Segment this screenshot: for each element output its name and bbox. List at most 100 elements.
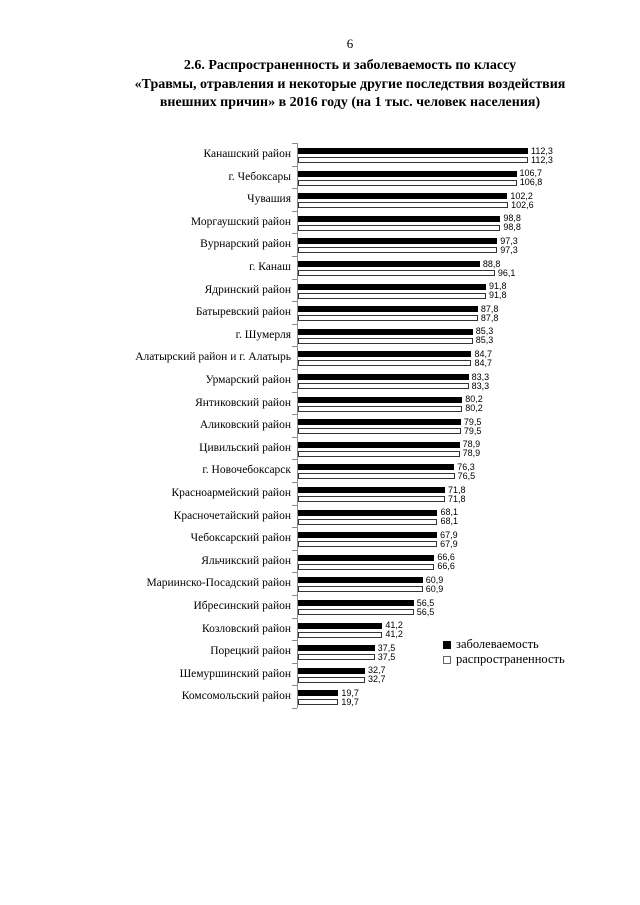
category-label: г. Шумерля — [235, 328, 291, 341]
bar-incidence — [298, 261, 480, 267]
bar-prevalence — [298, 292, 486, 299]
bar-prevalence — [298, 360, 472, 367]
bar-incidence — [298, 622, 383, 629]
legend-item: заболеваемость — [443, 637, 565, 652]
category-label: Комсомольский район — [181, 690, 291, 703]
bar-prevalence — [298, 450, 460, 457]
value-label-incidence: 84,7 — [474, 348, 492, 359]
axis-tick — [292, 505, 297, 506]
value-label-prevalence: 97,3 — [500, 244, 518, 255]
axis-tick — [292, 572, 297, 573]
value-label-prevalence: 71,8 — [448, 493, 466, 504]
bar-incidence — [298, 396, 463, 403]
category-label: Цивильский район — [199, 441, 291, 454]
bar-prevalence — [298, 586, 423, 593]
bar-incidence — [298, 554, 435, 561]
bar-incidence — [298, 215, 501, 222]
category-label: Красноармейский район — [171, 487, 291, 499]
bar-incidence — [298, 487, 446, 493]
value-label-incidence: 98,8 — [503, 213, 521, 224]
value-label-incidence: 67,9 — [440, 529, 458, 540]
value-label-prevalence: 87,8 — [480, 312, 499, 323]
legend-swatch-black-square-icon — [443, 640, 451, 649]
value-label-incidence: 76,3 — [457, 461, 475, 472]
axis-tick — [292, 346, 297, 347]
category-label: г. Чебоксары — [228, 170, 291, 183]
value-label-prevalence: 56,5 — [416, 606, 435, 617]
category-label: Ибресинский район — [193, 600, 292, 612]
category-label: Канашский район — [203, 148, 291, 160]
value-label-prevalence: 85,3 — [475, 335, 494, 346]
chart-title-line1: 2.6. Распространенность и заболеваемость… — [183, 58, 517, 73]
axis-tick — [292, 233, 297, 234]
bar-prevalence — [298, 496, 446, 502]
bar-prevalence — [298, 405, 463, 412]
value-label-prevalence: 32,7 — [367, 674, 386, 685]
category-label: Моргаушский район — [190, 215, 291, 228]
axis-tick — [292, 640, 297, 641]
value-label-incidence: 19,7 — [341, 687, 359, 698]
value-label-prevalence: 37,5 — [377, 651, 396, 662]
category-label: Яльчикский район — [201, 554, 291, 567]
value-label-prevalence: 112,3 — [531, 154, 553, 165]
bar-incidence — [298, 374, 469, 380]
bar-prevalence — [298, 270, 495, 276]
value-label-incidence: 88,8 — [482, 258, 501, 269]
bar-prevalence — [298, 179, 517, 186]
value-label-incidence: 71,8 — [448, 484, 466, 495]
bar-incidence — [298, 464, 455, 471]
bar-incidence — [298, 283, 486, 290]
category-label: Чебоксарский район — [190, 532, 291, 545]
value-label-prevalence: 68,1 — [440, 516, 458, 527]
bar-prevalence — [298, 518, 438, 525]
chart-title: 2.6. Распространенность и заболеваемость… — [55, 57, 640, 113]
axis-tick — [292, 708, 297, 709]
category-label: Ядринский район — [204, 283, 291, 296]
category-label: Мариинско-Посадский район — [146, 577, 291, 590]
value-label-prevalence: 19,7 — [341, 696, 359, 707]
value-label-incidence: 68,1 — [440, 507, 458, 518]
value-label-prevalence: 76,5 — [457, 470, 476, 481]
value-label-incidence: 37,5 — [377, 642, 396, 653]
bar-prevalence — [298, 676, 365, 683]
axis-tick — [292, 166, 297, 167]
value-label-prevalence: 106,8 — [519, 177, 543, 188]
bar-incidence — [298, 351, 472, 358]
bar-incidence — [298, 667, 365, 674]
value-label-incidence: 85,3 — [475, 326, 494, 337]
bar-incidence — [298, 577, 423, 584]
bar-prevalence — [298, 247, 498, 254]
bar-incidence — [298, 193, 508, 200]
bar-incidence — [298, 690, 339, 697]
category-label: Шемуршинский район — [179, 667, 291, 680]
value-label-incidence: 41,2 — [385, 620, 403, 631]
axis-tick — [292, 324, 297, 325]
category-label: Аликовский район — [199, 419, 291, 432]
bar-incidence — [298, 509, 438, 516]
axis-tick — [292, 437, 297, 438]
value-label-incidence: 112,3 — [531, 145, 553, 156]
bar-prevalence — [298, 157, 528, 163]
chart-title-line2: «Травмы, отравления и некоторые другие п… — [134, 76, 566, 92]
chart-legend: заболеваемость распространенность — [443, 637, 565, 667]
axis-tick — [292, 618, 297, 619]
axis-tick — [292, 256, 297, 257]
value-label-prevalence: 80,2 — [465, 403, 483, 414]
value-label-incidence: 56,5 — [416, 597, 435, 608]
category-axis — [297, 143, 298, 708]
value-label-incidence: 97,3 — [500, 235, 518, 246]
bar-incidence — [298, 600, 414, 606]
axis-tick — [292, 301, 297, 302]
value-label-incidence: 32,7 — [367, 665, 386, 676]
category-label: Батыревский район — [195, 306, 291, 319]
axis-tick — [292, 663, 297, 664]
value-label-prevalence: 96,1 — [497, 267, 516, 278]
category-label: Чувашия — [247, 193, 291, 206]
value-label-incidence: 106,7 — [519, 168, 543, 179]
value-label-prevalence: 98,8 — [503, 222, 521, 233]
bar-incidence — [298, 306, 478, 313]
value-label-incidence: 78,9 — [462, 439, 481, 450]
bar-incidence — [298, 148, 528, 154]
bar-incidence — [298, 532, 438, 539]
